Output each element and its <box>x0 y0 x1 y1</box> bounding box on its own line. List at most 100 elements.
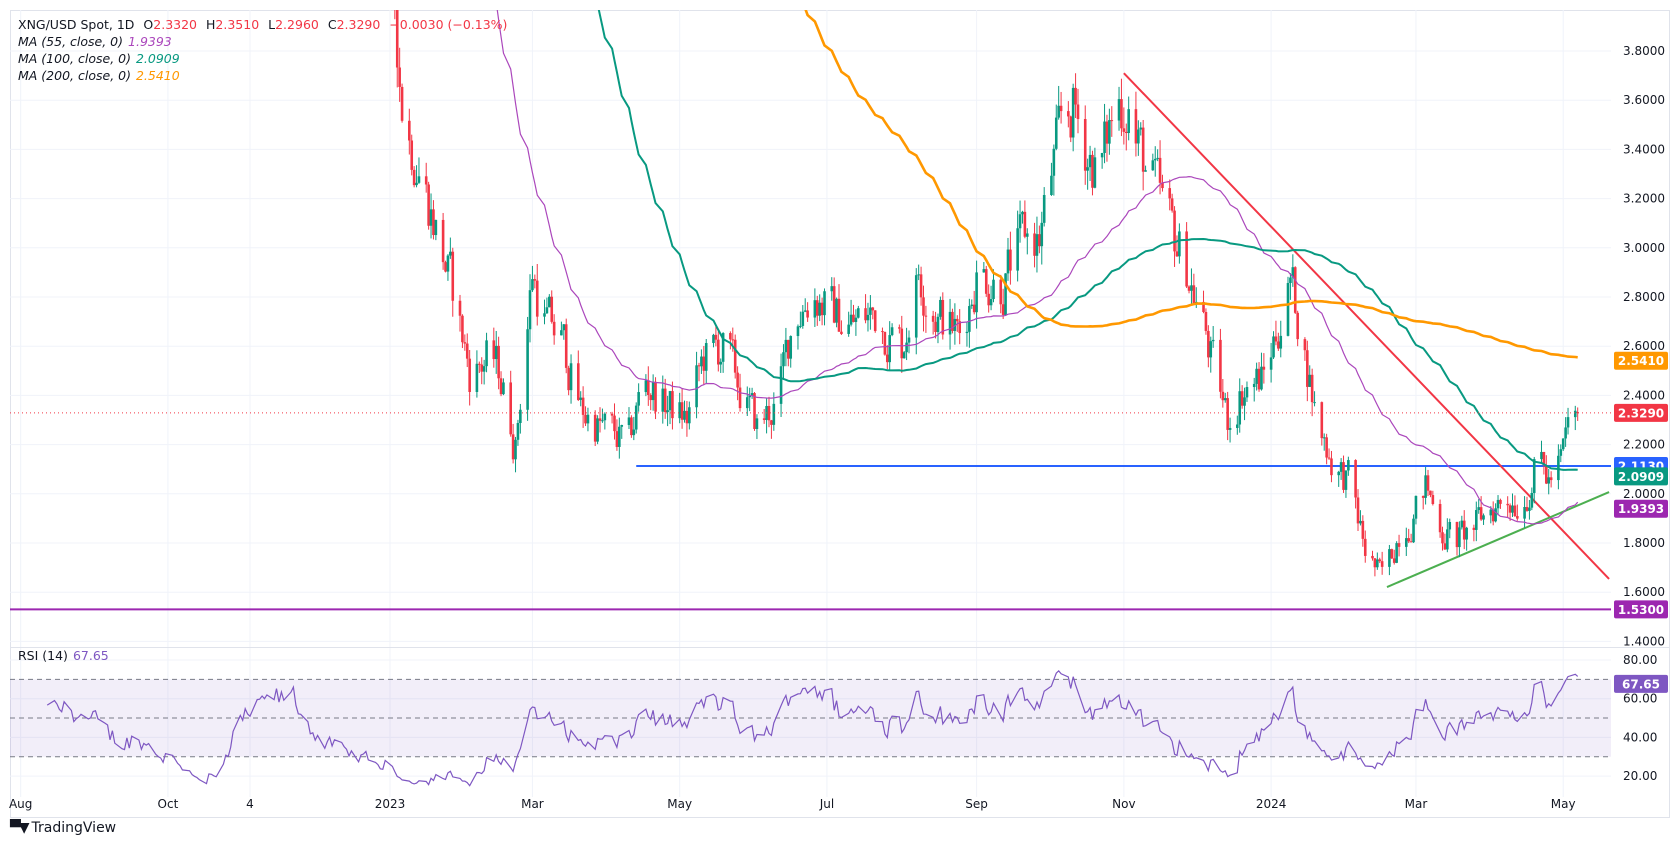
candle <box>417 157 421 184</box>
candle-body <box>1139 127 1143 130</box>
rsi-legend[interactable]: RSI (14) 67.65 <box>18 648 109 663</box>
candle-body <box>1187 286 1191 291</box>
candle-body <box>1057 105 1060 118</box>
candle-body <box>688 407 691 424</box>
candle-body <box>849 314 853 325</box>
candle-body <box>417 176 421 183</box>
ma200-price-label[interactable]: 2.5410 <box>1614 351 1668 370</box>
candle <box>1557 444 1560 490</box>
candle-body <box>1390 549 1394 559</box>
candle-body <box>1023 211 1027 237</box>
candle-body <box>787 339 790 359</box>
candle <box>1088 145 1092 181</box>
time-tick-label: 4 <box>246 797 254 811</box>
candle-body <box>965 331 969 334</box>
candle <box>1228 417 1232 443</box>
candle-body <box>1052 148 1056 176</box>
candle <box>939 296 942 320</box>
candle <box>1035 216 1039 273</box>
tradingview-logo[interactable]: ▀▼ TradingView <box>10 820 116 836</box>
candle <box>1117 86 1121 131</box>
candle-body <box>1525 506 1529 511</box>
candle <box>465 333 469 368</box>
ma100-value: 2.0909 <box>135 51 180 66</box>
ma55-legend[interactable]: MA (55, close, 0) 1.9393 <box>18 34 172 49</box>
rsi-line-group <box>46 670 1579 787</box>
candle-body <box>400 86 404 121</box>
candle <box>509 370 512 437</box>
candle <box>567 365 570 396</box>
candle-body <box>1344 470 1348 490</box>
candle-body <box>799 325 802 327</box>
price-tick-label: 2.6000 <box>1623 339 1665 353</box>
time-axis[interactable]: Aug Oct 4 2023 Mar May Jul Sep Nov 2024 Mar May <box>9 797 1576 811</box>
candle <box>1245 381 1249 402</box>
candle-body <box>1376 559 1379 568</box>
ma100-price-label[interactable]: 2.0909 <box>1614 467 1668 486</box>
candle-body <box>869 307 872 315</box>
candle <box>1373 558 1377 577</box>
candle <box>1238 378 1242 433</box>
candle <box>1443 533 1447 550</box>
candle <box>806 302 809 322</box>
candle <box>618 417 621 459</box>
candle <box>1141 119 1145 191</box>
candle-body <box>1549 477 1553 481</box>
ma100-legend[interactable]: MA (100, close, 0) 2.0909 <box>18 51 180 66</box>
candle <box>1392 549 1396 565</box>
candle-body <box>1339 462 1343 472</box>
candle <box>1496 495 1500 516</box>
symbol-title[interactable]: XNG/USD Spot, 1D <box>18 17 135 32</box>
candle <box>1279 320 1283 358</box>
candle <box>1549 471 1553 488</box>
candle-body <box>989 299 993 306</box>
candle <box>854 309 858 336</box>
price-axis[interactable]: 3.8000 3.6000 3.4000 3.2000 3.0000 2.8000 2.60… <box>1614 44 1668 783</box>
price-tick-label: 2.0000 <box>1623 487 1665 501</box>
candle-body <box>1074 87 1077 105</box>
candle <box>1477 499 1481 514</box>
candle-body <box>922 297 925 316</box>
ma55-price-label[interactable]: 1.9393 <box>1614 499 1668 518</box>
candle-body <box>1516 516 1519 519</box>
candle <box>1344 470 1348 498</box>
candle <box>461 314 464 349</box>
candle <box>1139 122 1143 136</box>
candle <box>733 334 737 379</box>
candle-body <box>931 315 935 322</box>
candle-body <box>569 363 573 391</box>
candle-body <box>509 382 512 435</box>
candle-body <box>847 324 850 334</box>
candle-body <box>1528 507 1531 511</box>
candle <box>1547 468 1551 495</box>
candle <box>1223 392 1227 403</box>
candle-body <box>704 343 708 371</box>
candle <box>535 264 539 326</box>
candle <box>1093 147 1097 189</box>
ma200-legend[interactable]: MA (200, close, 0) 2.5410 <box>18 68 180 83</box>
candle <box>717 331 720 372</box>
candle <box>789 335 793 368</box>
price-tick-label: 1.6000 <box>1623 585 1665 599</box>
candle-body <box>432 209 435 236</box>
candle <box>1086 158 1089 190</box>
candle <box>1545 455 1548 485</box>
candle <box>704 339 708 384</box>
candle <box>784 327 788 367</box>
candle-body <box>1424 475 1427 498</box>
candle <box>1561 438 1565 451</box>
last-price-label[interactable]: 2.3290 <box>1614 403 1668 422</box>
candle-body <box>750 393 754 396</box>
candle <box>948 298 952 350</box>
support-1-53-price-label[interactable]: 1.5300 <box>1614 600 1668 619</box>
candle-body <box>408 120 411 141</box>
candle <box>576 350 580 402</box>
candle-body <box>1337 471 1341 476</box>
last-price-label-text: 2.3290 <box>1618 406 1664 420</box>
candle <box>1074 73 1077 119</box>
candle-body <box>1001 304 1005 315</box>
candle <box>586 407 590 432</box>
candle <box>1221 378 1225 408</box>
candle <box>847 311 850 337</box>
